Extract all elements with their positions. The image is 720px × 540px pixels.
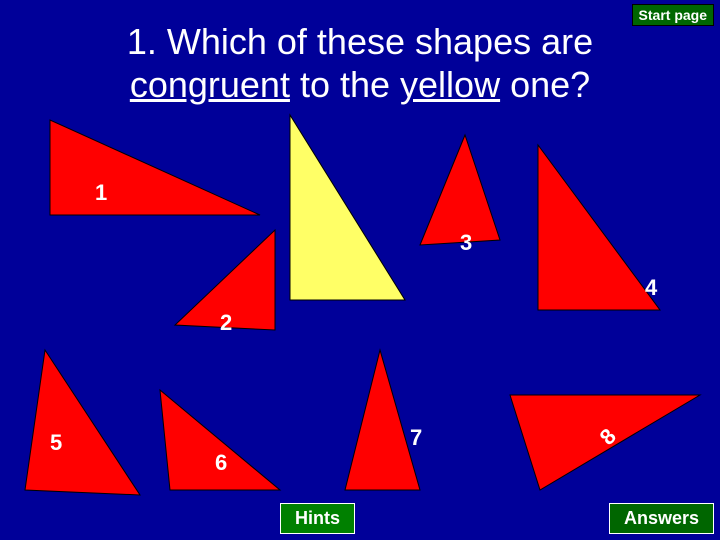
triangle-4[interactable]	[538, 145, 660, 310]
answers-button[interactable]: Answers	[609, 503, 714, 534]
hints-button[interactable]: Hints	[280, 503, 355, 534]
triangle-1[interactable]	[50, 120, 260, 215]
label-3: 3	[460, 230, 472, 256]
label-4: 4	[645, 275, 657, 301]
label-6: 6	[215, 450, 227, 476]
label-1: 1	[95, 180, 107, 206]
reference-triangle[interactable]	[290, 115, 405, 300]
triangle-5[interactable]	[25, 350, 140, 495]
triangle-3[interactable]	[420, 135, 500, 245]
label-2: 2	[220, 310, 232, 336]
label-7: 7	[410, 425, 422, 451]
label-5: 5	[50, 430, 62, 456]
triangle-7[interactable]	[345, 350, 420, 490]
shapes-canvas	[0, 0, 720, 540]
